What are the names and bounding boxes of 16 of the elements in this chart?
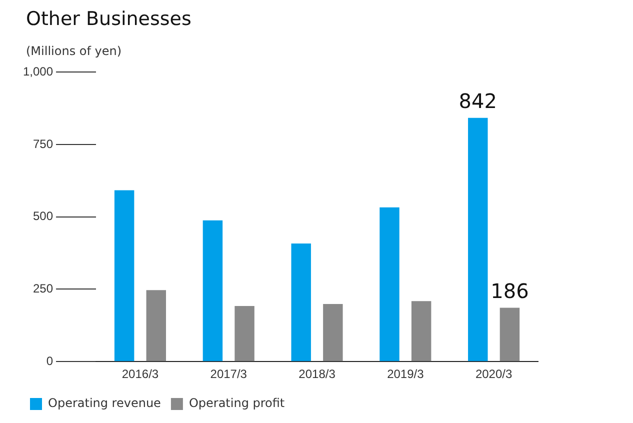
x-tick-label: 2016/3 [122,367,159,382]
y-tick-label: 1,000 [23,64,54,79]
legend-label: Operating profit [188,396,285,410]
chart-subtitle: (Millions of yen) [26,44,122,58]
data-label: 186 [490,278,529,303]
x-tick-label: 2020/3 [475,367,512,382]
chart-title: Other Businesses [26,8,192,30]
data-label: 842 [458,89,497,114]
x-tick-label: 2018/3 [298,367,336,382]
x-tick-label: 2017/3 [210,367,248,382]
x-tick-label: 2019/3 [387,367,424,382]
legend-label: Operating revenue [48,396,161,410]
y-tick-label: 750 [33,136,54,151]
y-tick-label: 0 [46,354,54,368]
y-tick-label: 250 [33,282,54,296]
y-tick-label: 500 [33,209,54,224]
